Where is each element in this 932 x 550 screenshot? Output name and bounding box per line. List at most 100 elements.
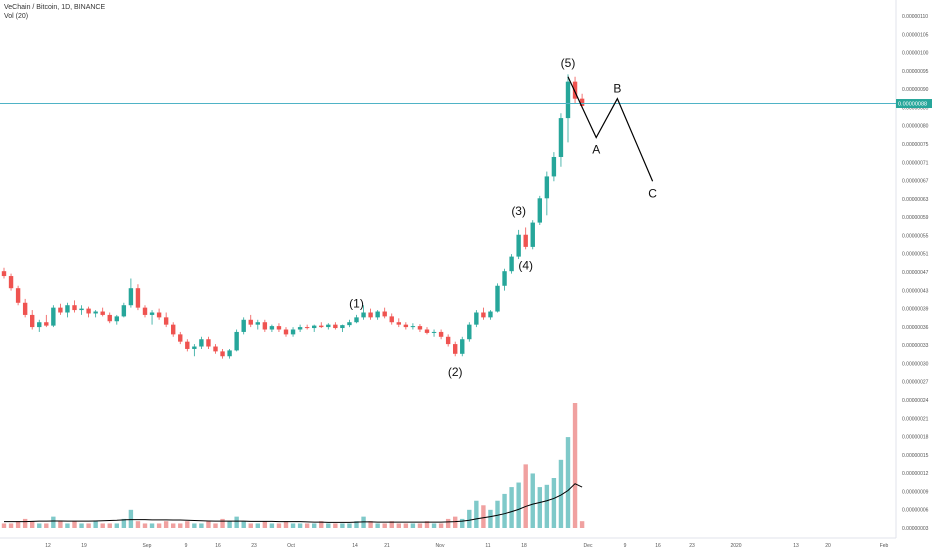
candle (481, 307, 486, 320)
candle-body (354, 317, 359, 323)
candle (142, 305, 148, 318)
candle (509, 254, 514, 274)
volume-bar (93, 521, 98, 528)
time-tick-label: 21 (384, 543, 390, 549)
candle (297, 324, 303, 332)
candle (502, 268, 507, 291)
candle (234, 329, 239, 352)
volume-bar (206, 521, 211, 528)
price-tick-label: 0.00000018 (902, 435, 929, 441)
volume-bar (262, 521, 268, 528)
price-tick-label: 0.00000021 (902, 416, 929, 422)
candle-body (72, 305, 77, 311)
candle (319, 322, 324, 329)
time-tick-label: 20 (825, 543, 831, 549)
volume-bar (460, 518, 465, 528)
candle-body (234, 331, 239, 351)
candle (65, 302, 70, 318)
volume-bar (431, 523, 437, 528)
candle-body (375, 311, 380, 318)
candle-body (241, 319, 246, 332)
candle (551, 152, 557, 182)
candle (86, 306, 91, 318)
candle (495, 283, 500, 313)
wave-label: (1) (349, 296, 364, 310)
volume-bar (304, 523, 310, 528)
volume-bar (255, 523, 260, 528)
candle-body (326, 324, 331, 328)
candle (93, 310, 98, 318)
candle (227, 348, 232, 359)
candle (537, 195, 542, 226)
price-tick-label: 0.00000110 (902, 14, 928, 20)
volume-bar (8, 523, 14, 528)
candle-body (149, 312, 155, 315)
volume-bar (509, 487, 514, 528)
price-tick-label: 0.00000075 (902, 142, 929, 148)
candle (1, 267, 7, 279)
volume-bar (51, 516, 56, 528)
candle (156, 308, 162, 320)
candle (58, 303, 63, 315)
candle-body (86, 308, 91, 314)
time-tick-label: 14 (352, 543, 358, 549)
current-price-tag: 0.00000088 (896, 99, 932, 109)
volume-bar (30, 521, 35, 528)
candle (8, 273, 14, 291)
candle (178, 331, 183, 345)
volume-bar (114, 523, 119, 528)
volume-bar (396, 523, 401, 528)
candle-body (368, 312, 373, 318)
volume-bar (283, 521, 289, 528)
candle (347, 319, 352, 328)
price-tick-label: 0.00000059 (902, 215, 929, 221)
candle (460, 336, 465, 357)
candle (403, 322, 409, 330)
volume-indicator-label[interactable]: Vol (20) (4, 13, 29, 20)
candle (333, 322, 338, 330)
time-tick-label: Dec (584, 543, 593, 549)
price-tick-label: 0.00000039 (902, 307, 929, 313)
symbol-title[interactable]: VeChain / Bitcoin, 1D, BINANCE (4, 4, 106, 11)
candle (290, 327, 296, 337)
candle-body (220, 351, 225, 357)
candlesticks (1, 74, 585, 359)
price-tick-label: 0.00000100 (902, 51, 929, 57)
volume-bar (178, 523, 183, 528)
candle-body (347, 322, 352, 326)
price-tick-label: 0.00000051 (902, 252, 929, 258)
volume-bar (220, 518, 225, 528)
candle (572, 76, 578, 104)
price-tick-label: 0.00000015 (902, 453, 929, 459)
volume-bar (544, 484, 550, 528)
candle-body (37, 322, 42, 328)
candle (241, 317, 246, 335)
volume-bar (15, 521, 21, 528)
volume-bar (128, 509, 134, 528)
wave-label: (5) (561, 56, 576, 70)
volume-bar (121, 518, 127, 528)
candle-body (192, 346, 197, 349)
volume-bar (368, 521, 373, 528)
volume-bar (382, 523, 387, 528)
candle (37, 319, 42, 332)
volume-bar (410, 523, 416, 528)
price-tick-label: 0.00000105 (902, 32, 929, 38)
candle-body (523, 234, 528, 247)
time-tick-label: 23 (251, 543, 257, 549)
candle (467, 322, 472, 342)
volume-bar (326, 523, 331, 528)
candle-body (93, 311, 98, 314)
candle-body (121, 305, 127, 317)
candle-body (30, 314, 35, 328)
candle-body (142, 307, 148, 315)
candle (368, 308, 373, 320)
candle-body (185, 341, 190, 349)
volume-bar (44, 523, 49, 528)
candle (213, 344, 218, 354)
price-tick-label: 0.00000009 (902, 489, 929, 495)
candle (283, 327, 289, 337)
volume-bar (333, 523, 338, 528)
candle-body (509, 256, 514, 272)
